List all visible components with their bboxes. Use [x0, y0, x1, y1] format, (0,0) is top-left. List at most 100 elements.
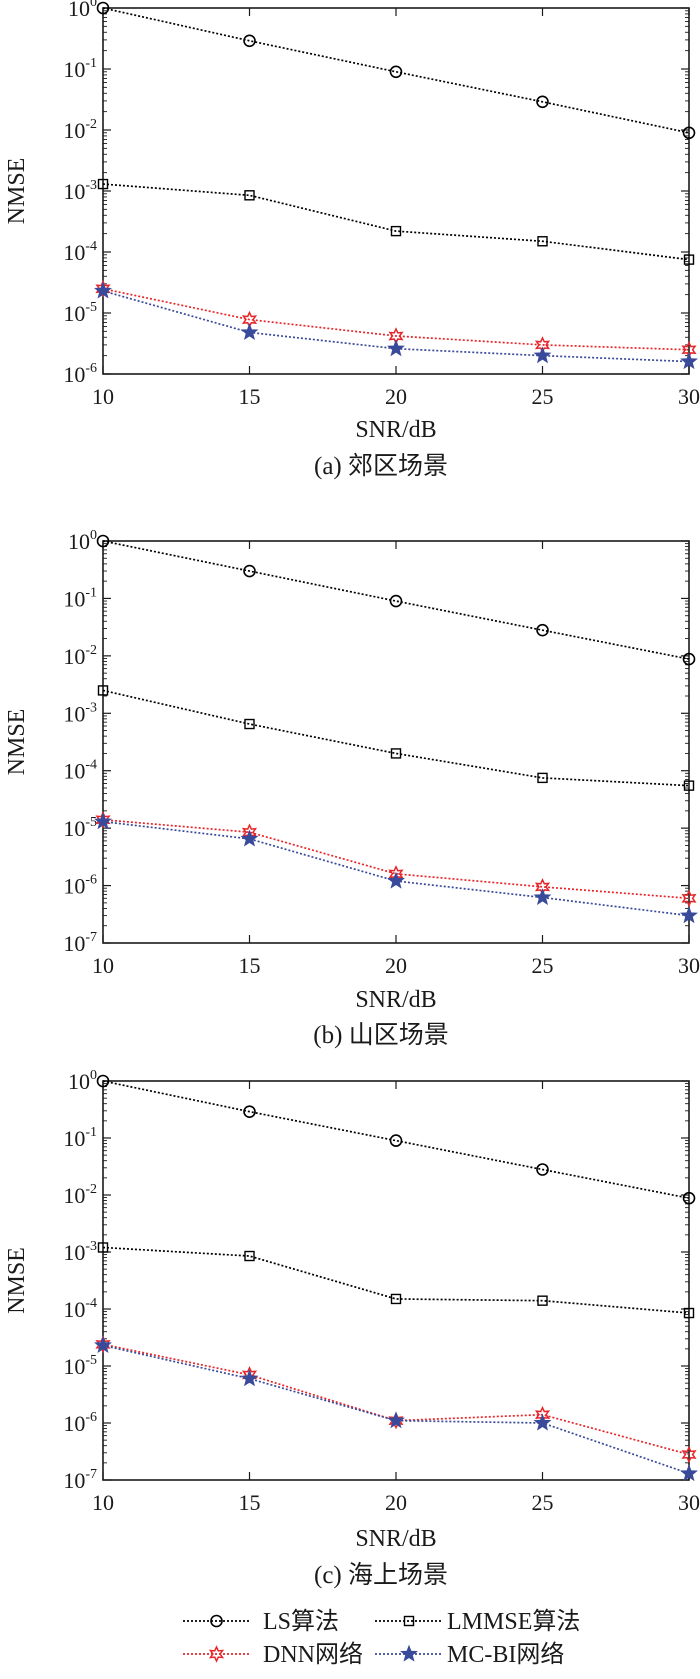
panel-caption: (c) 海上场景 — [314, 1561, 448, 1589]
y-tick-label: 10-2 — [63, 117, 97, 143]
legend-item-dnn: DNN网络 — [183, 1641, 363, 1668]
y-tick-label: 10-4 — [63, 1296, 97, 1322]
legend-label: DNN网络 — [263, 1641, 363, 1668]
series-line-mcbi — [102, 1344, 690, 1475]
data-point-lmmse — [537, 772, 548, 784]
data-point-mcbi — [533, 346, 552, 364]
data-point-dnn — [681, 1445, 697, 1464]
series-line-lmmse — [102, 689, 690, 787]
data-point-ls — [96, 1, 110, 15]
y-tick-label: 10-2 — [63, 1182, 97, 1208]
series-line-dnn — [102, 287, 690, 351]
y-axis-title: NMSE — [4, 709, 30, 776]
data-point-lmmse — [244, 718, 255, 730]
data-point-lmmse — [683, 254, 695, 265]
legend-marker — [210, 1614, 223, 1628]
data-point-lmmse — [390, 1293, 402, 1305]
y-axis-title: NMSE — [4, 158, 30, 225]
data-point-ls — [536, 95, 549, 109]
panel-caption: (b) 山区场景 — [313, 1021, 448, 1049]
x-tick-label: 20 — [385, 1490, 407, 1515]
x-tick-label: 15 — [239, 1490, 261, 1515]
x-tick-label: 15 — [239, 384, 261, 409]
y-tick-label: 100 — [68, 0, 97, 21]
data-point-mcbi — [94, 812, 112, 830]
chart-panel-2: 100 10-1 10-2 10-3 10-4 10-5 10-6 10-710 15 20 25 3… — [4, 528, 700, 1049]
data-point-lmmse — [537, 236, 548, 247]
series-line-lmmse — [102, 183, 690, 261]
data-point-mcbi — [94, 281, 112, 299]
data-point-mcbi — [680, 906, 698, 924]
data-point-mcbi — [387, 871, 405, 889]
y-tick-label: 10-6 — [63, 1410, 97, 1436]
x-tick-label: 20 — [385, 384, 407, 409]
legend: LS算法 LMMSE算法 DNN网络 MC-BI网络 — [183, 1608, 580, 1668]
x-axis-title: SNR/dB — [355, 987, 436, 1013]
x-tick-label: 15 — [239, 953, 261, 978]
data-point-lmmse — [390, 225, 402, 237]
chart-panel-1: 100 10-1 10-2 10-3 10-4 10-5 10-610 15 20 25 30 SNR… — [4, 0, 700, 480]
y-tick-label: 10-7 — [63, 1467, 97, 1493]
y-tick-label: 10-3 — [63, 700, 97, 726]
data-point-mcbi — [533, 1413, 552, 1431]
data-point-lmmse — [244, 1250, 255, 1262]
data-point-ls — [389, 1134, 403, 1147]
legend-marker — [400, 1644, 418, 1662]
legend-marker — [208, 1645, 225, 1663]
series-line-mcbi — [102, 820, 690, 917]
legend-label: LS算法 — [263, 1608, 339, 1635]
data-point-ls — [682, 1191, 696, 1205]
data-point-lmmse — [97, 178, 109, 190]
x-tick-label: 10 — [92, 953, 114, 978]
y-tick-label: 10-6 — [63, 873, 97, 899]
data-point-dnn — [388, 1411, 404, 1430]
x-tick-label: 20 — [385, 953, 407, 978]
y-tick-label: 10-5 — [63, 300, 97, 326]
data-point-mcbi — [240, 323, 259, 341]
data-point-mcbi — [240, 829, 259, 847]
x-tick-label: 25 — [532, 953, 554, 978]
data-point-ls — [682, 652, 696, 666]
y-tick-label: 10-1 — [63, 1125, 97, 1151]
y-tick-label: 10-7 — [63, 930, 97, 956]
x-tick-label: 30 — [678, 1490, 700, 1515]
data-point-ls — [389, 65, 403, 79]
y-tick-label: 10-2 — [63, 643, 97, 669]
data-point-ls — [243, 1105, 256, 1118]
data-point-lmmse — [683, 1307, 695, 1319]
data-point-dnn — [95, 279, 111, 298]
data-point-mcbi — [94, 1335, 112, 1353]
data-point-mcbi — [680, 1464, 698, 1482]
x-tick-label: 30 — [678, 953, 700, 978]
x-tick-label: 10 — [92, 1490, 114, 1515]
series-line-mcbi — [102, 290, 690, 363]
data-point-lmmse — [97, 685, 109, 696]
y-axis-title: NMSE — [4, 1247, 30, 1314]
data-point-mcbi — [680, 352, 698, 370]
y-tick-label: 10-5 — [63, 815, 97, 841]
data-point-lmmse — [683, 780, 695, 791]
data-point-ls — [243, 34, 256, 48]
x-tick-label: 10 — [92, 384, 114, 409]
x-axis-title: SNR/dB — [355, 1526, 436, 1552]
series-line-dnn — [102, 1343, 690, 1456]
x-axis-title: SNR/dB — [355, 417, 436, 443]
legend-item-lmmse: LMMSE算法 — [375, 1608, 580, 1635]
chart-panel-3: 100 10-1 10-2 10-3 10-4 10-5 10-6 10-710 15 20 25 3… — [4, 1068, 700, 1589]
y-tick-label: 100 — [68, 528, 97, 554]
data-point-lmmse — [97, 1242, 109, 1253]
data-point-dnn — [95, 1335, 111, 1354]
data-point-ls — [389, 594, 403, 608]
data-point-ls — [682, 126, 696, 140]
data-point-ls — [536, 623, 549, 637]
panel-caption: (a) 郊区场景 — [314, 452, 448, 480]
y-tick-label: 10-6 — [63, 361, 97, 387]
data-point-dnn — [95, 810, 111, 829]
data-point-ls — [243, 564, 256, 578]
y-tick-label: 10-1 — [63, 585, 97, 611]
data-point-ls — [536, 1163, 549, 1176]
series-line-ls — [102, 7, 690, 134]
data-point-mcbi — [240, 1369, 259, 1387]
data-point-mcbi — [533, 888, 552, 906]
